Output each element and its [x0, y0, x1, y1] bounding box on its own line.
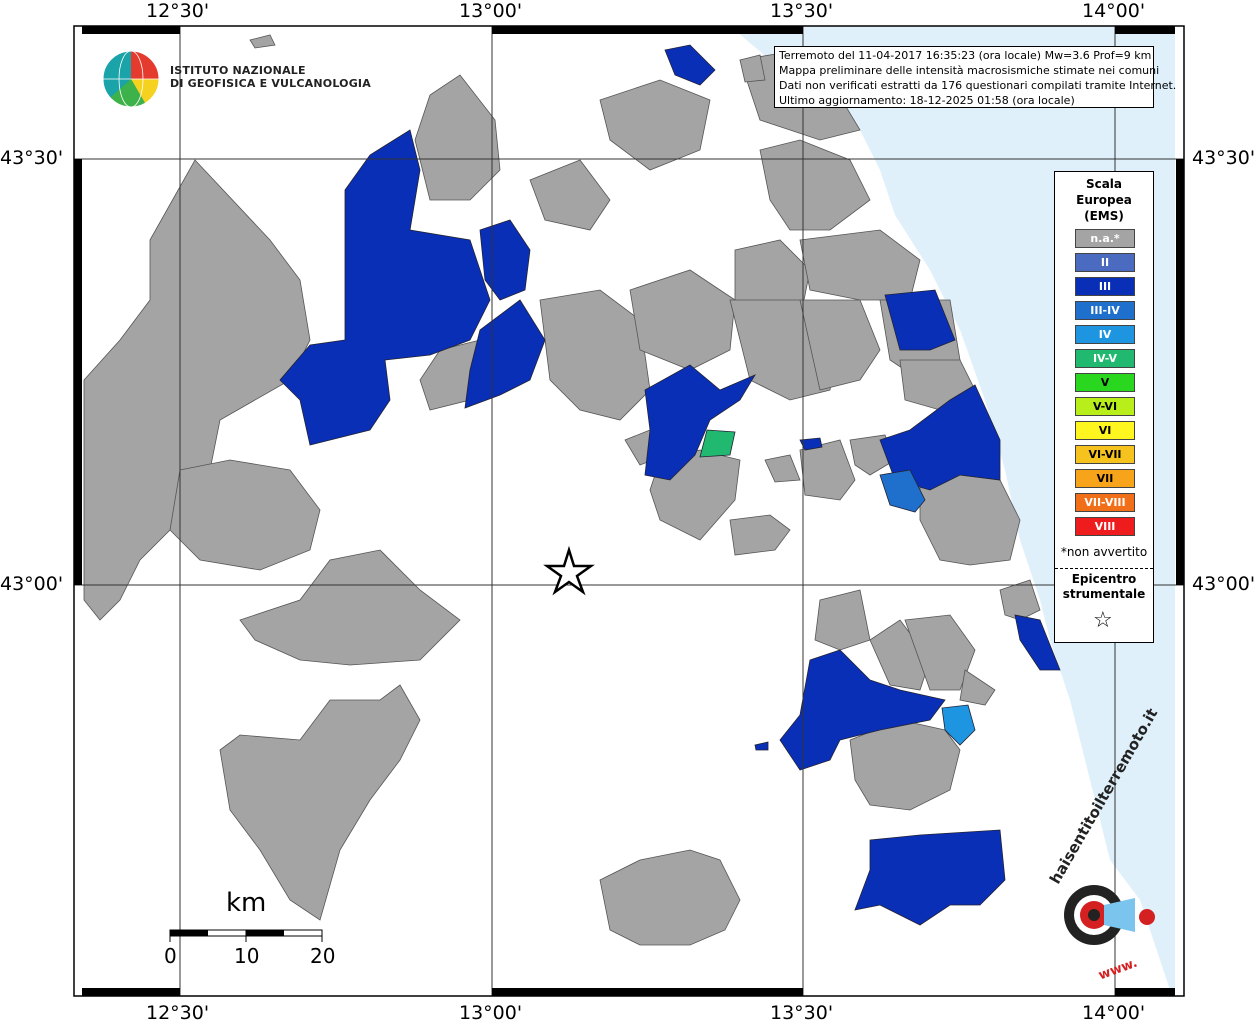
info-line-3: Dati non verificati estratti da 176 ques… [779, 79, 1177, 92]
legend-item: IV-V [1075, 349, 1135, 368]
intensity-IV-V-region [699, 429, 736, 458]
scale-unit: km [226, 888, 267, 918]
intensity-III-IV-region [879, 469, 926, 513]
ingv-logo-text: ISTITUTO NAZIONALE DI GEOFISICA E VULCAN… [170, 64, 371, 90]
lon-tick-bottom-1: 12°30' [146, 1002, 210, 1024]
lat-tick-left-1: 43°30' [0, 147, 64, 169]
not-available-regions [83, 34, 1041, 946]
legend-title: Scala Europea (EMS) [1055, 176, 1153, 224]
legend-title-line-1: Scala [1085, 177, 1123, 191]
info-line-1: Terremoto del 11-04-2017 16:35:23 (ora l… [779, 49, 1152, 62]
legend-epicenter-line-1: Epicentro [1071, 572, 1137, 586]
lat-tick-left-2: 43°00' [0, 573, 64, 595]
lon-tick-top-4: 14°00' [1082, 0, 1146, 22]
legend-item: III-IV [1075, 301, 1135, 320]
legend-item: V [1075, 373, 1135, 392]
info-line-2: Mappa preliminare delle intensità macros… [779, 64, 1160, 77]
legend-item: VII [1075, 469, 1135, 488]
legend-item: VI-VII [1075, 445, 1135, 464]
legend-item: n.a.* [1075, 229, 1135, 248]
ingv-logo-icon [102, 50, 160, 108]
haisentito-logo-icon [1064, 885, 1155, 945]
graticule [74, 26, 1184, 996]
scale-bar [169, 929, 323, 942]
lon-tick-top-2: 13°00' [459, 0, 523, 22]
legend-epicenter-label: Epicentro strumentale [1055, 572, 1153, 602]
event-info-box: Terremoto del 11-04-2017 16:35:23 (ora l… [774, 46, 1177, 108]
info-line-4: Ultimo aggiornamento: 18-12-2025 01:58 (… [779, 94, 1075, 107]
frame-ticks [74, 26, 1184, 996]
legend-note: *non avvertito [1060, 545, 1148, 559]
legend-star-icon: ☆ [1093, 608, 1113, 633]
legend-title-line-2: Europea [1076, 193, 1132, 207]
intensity-IV-region [941, 704, 976, 746]
lon-tick-top-1: 12°30' [146, 0, 210, 22]
legend-separator [1055, 568, 1153, 569]
lat-tick-right-2: 43°00' [1192, 573, 1256, 595]
logo-line-2: DI GEOFISICA E VULCANOLOGIA [170, 77, 371, 90]
legend-item: VII-VIII [1075, 493, 1135, 512]
legend-item: VIII [1075, 517, 1135, 536]
lon-tick-bottom-2: 13°00' [459, 1002, 523, 1024]
legend-item: IV [1075, 325, 1135, 344]
scale-label-0: 0 [164, 944, 177, 968]
lon-tick-bottom-4: 14°00' [1082, 1002, 1146, 1024]
legend-item: VI [1075, 421, 1135, 440]
lon-tick-bottom-3: 13°30' [770, 1002, 834, 1024]
lat-tick-right-1: 43°30' [1192, 147, 1256, 169]
legend-epicenter-line-2: strumentale [1062, 587, 1146, 601]
logo-line-1: ISTITUTO NAZIONALE [170, 64, 306, 77]
legend-item: III [1075, 277, 1135, 296]
intensity-III-regions [279, 44, 1061, 926]
legend: Scala Europea (EMS) n.a.* II III III-IV IV IV… [1054, 171, 1154, 643]
scale-label-10: 10 [234, 944, 260, 968]
lon-tick-top-3: 13°30' [770, 0, 834, 22]
epicenter-star-icon [543, 545, 595, 596]
scale-label-20: 20 [310, 944, 336, 968]
legend-title-line-3: (EMS) [1084, 209, 1124, 223]
legend-item: V-VI [1075, 397, 1135, 416]
legend-item: II [1075, 253, 1135, 272]
